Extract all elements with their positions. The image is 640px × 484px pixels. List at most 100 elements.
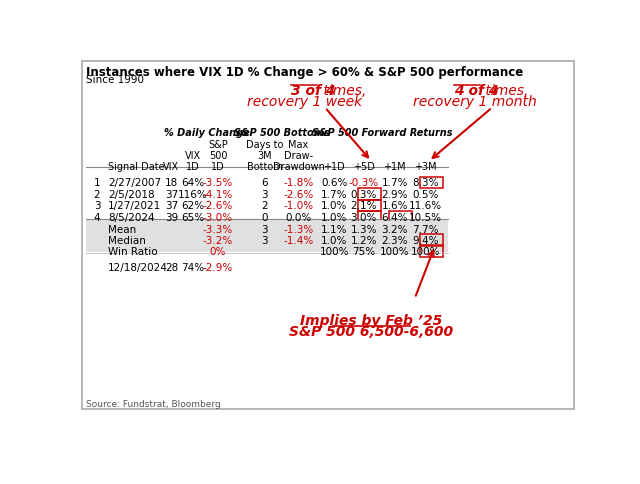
Text: 8.3%: 8.3%	[412, 178, 439, 188]
Text: S&P 500 Forward Returns: S&P 500 Forward Returns	[312, 128, 452, 138]
Text: 3.2%: 3.2%	[381, 225, 408, 235]
Text: +5D: +5D	[353, 162, 374, 172]
Text: 0: 0	[261, 213, 268, 223]
Text: 9.4%: 9.4%	[412, 236, 439, 246]
Text: recovery 1 month: recovery 1 month	[413, 95, 537, 109]
Text: 2/27/2007: 2/27/2007	[108, 178, 161, 188]
Text: Drawdown: Drawdown	[273, 162, 324, 172]
Text: Implies by Feb ’25: Implies by Feb ’25	[300, 314, 442, 328]
Text: 4: 4	[93, 213, 100, 223]
Text: Source: Fundstrat, Bloomberg: Source: Fundstrat, Bloomberg	[86, 400, 221, 409]
Text: 1/27/2021: 1/27/2021	[108, 201, 161, 212]
Text: 0.6%: 0.6%	[321, 178, 348, 188]
Text: -1.8%: -1.8%	[284, 178, 314, 188]
Text: 2/5/2018: 2/5/2018	[108, 190, 154, 200]
Text: +1D: +1D	[323, 162, 345, 172]
Text: 3: 3	[261, 190, 268, 200]
Text: 2: 2	[261, 201, 268, 212]
Text: 1D: 1D	[186, 162, 200, 172]
Text: -2.6%: -2.6%	[203, 201, 233, 212]
Text: 0.3%: 0.3%	[351, 190, 377, 200]
Text: 0%: 0%	[210, 247, 226, 257]
Text: -1.3%: -1.3%	[284, 225, 314, 235]
Text: 7.7%: 7.7%	[412, 225, 439, 235]
Bar	[358, 212, 381, 223]
Text: 3 of 4: 3 of 4	[291, 84, 335, 98]
Text: Bottom: Bottom	[246, 162, 282, 172]
Text: -1.4%: -1.4%	[284, 236, 314, 246]
Text: S&P 500 Bottoms: S&P 500 Bottoms	[234, 128, 330, 138]
Text: times,: times,	[481, 84, 529, 98]
Text: Days to: Days to	[246, 140, 283, 150]
Text: 75%: 75%	[352, 247, 375, 257]
Text: 1.1%: 1.1%	[321, 225, 348, 235]
Text: +1M: +1M	[383, 162, 406, 172]
Text: 100%: 100%	[319, 247, 349, 257]
Text: 0.5%: 0.5%	[412, 190, 439, 200]
Text: S&P: S&P	[208, 140, 228, 150]
Text: times,: times,	[319, 84, 366, 98]
Text: 39: 39	[165, 213, 178, 223]
Text: 2: 2	[93, 190, 100, 200]
Text: -0.3%: -0.3%	[349, 178, 379, 188]
Text: Since 1990: Since 1990	[86, 75, 144, 85]
Text: 116%: 116%	[179, 190, 208, 200]
Bar	[358, 188, 381, 200]
Text: -3.0%: -3.0%	[203, 213, 233, 223]
Text: 1: 1	[93, 178, 100, 188]
Text: 4 of 4: 4 of 4	[454, 84, 498, 98]
Bar	[420, 245, 444, 257]
Text: 1.7%: 1.7%	[321, 190, 348, 200]
Text: 37: 37	[165, 190, 178, 200]
Text: 1.3%: 1.3%	[351, 225, 377, 235]
Text: 100%: 100%	[380, 247, 410, 257]
Text: Max: Max	[289, 140, 308, 150]
Text: recovery 1 week: recovery 1 week	[247, 95, 362, 109]
Text: 74%: 74%	[182, 263, 205, 273]
Text: -1.0%: -1.0%	[284, 201, 314, 212]
Text: 6.4%: 6.4%	[381, 213, 408, 223]
Text: 3: 3	[261, 225, 268, 235]
Text: 18: 18	[165, 178, 178, 188]
Text: +3M: +3M	[414, 162, 437, 172]
Text: Draw-: Draw-	[284, 151, 313, 161]
Text: 6: 6	[261, 178, 268, 188]
Text: S&P 500 6,500-6,600: S&P 500 6,500-6,600	[289, 325, 452, 339]
Text: 28: 28	[165, 263, 178, 273]
Text: 1.6%: 1.6%	[381, 201, 408, 212]
Text: -2.6%: -2.6%	[284, 190, 314, 200]
Text: 3M: 3M	[257, 151, 272, 161]
Text: 65%: 65%	[182, 213, 205, 223]
Text: 62%: 62%	[182, 201, 205, 212]
Bar	[389, 212, 412, 223]
Text: -3.5%: -3.5%	[203, 178, 233, 188]
Text: Instances where VIX 1D % Change > 60% & S&P 500 performance: Instances where VIX 1D % Change > 60% & …	[86, 66, 524, 79]
Bar	[86, 219, 448, 252]
Text: 1.0%: 1.0%	[321, 213, 348, 223]
Text: Signal Date: Signal Date	[108, 162, 164, 172]
Bar	[420, 234, 444, 246]
Text: 100%: 100%	[411, 247, 440, 257]
Text: 500: 500	[209, 151, 227, 161]
Text: 12/18/2024: 12/18/2024	[108, 263, 168, 273]
Text: 1.2%: 1.2%	[351, 236, 377, 246]
Text: 0.0%: 0.0%	[285, 213, 312, 223]
Text: 11.6%: 11.6%	[409, 201, 442, 212]
Text: 3: 3	[93, 201, 100, 212]
Text: -2.9%: -2.9%	[203, 263, 233, 273]
Text: 3.0%: 3.0%	[351, 213, 377, 223]
Text: 2.1%: 2.1%	[351, 201, 377, 212]
Text: 1.0%: 1.0%	[321, 201, 348, 212]
Text: 2.3%: 2.3%	[381, 236, 408, 246]
Text: Median: Median	[108, 236, 146, 246]
Text: 37: 37	[165, 201, 178, 212]
Bar	[358, 200, 381, 212]
Text: VIX: VIX	[185, 151, 201, 161]
Text: Mean: Mean	[108, 225, 136, 235]
Text: 1.7%: 1.7%	[381, 178, 408, 188]
Text: -4.1%: -4.1%	[203, 190, 233, 200]
Text: 8/5/2024: 8/5/2024	[108, 213, 154, 223]
Text: -3.2%: -3.2%	[203, 236, 233, 246]
Text: -3.3%: -3.3%	[203, 225, 233, 235]
Text: 1D: 1D	[211, 162, 225, 172]
